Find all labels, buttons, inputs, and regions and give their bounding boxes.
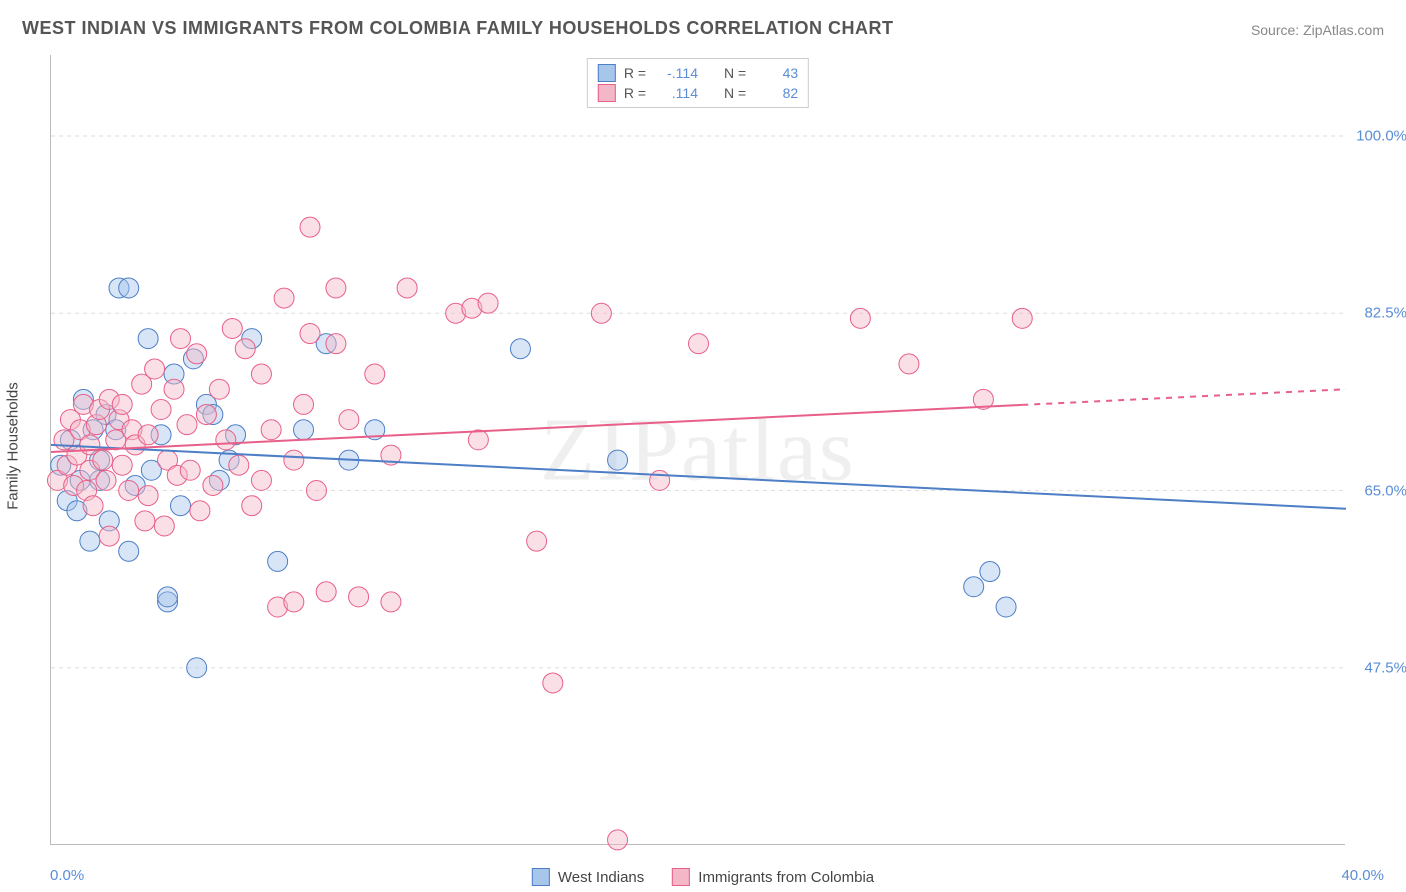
scatter-point <box>996 597 1016 617</box>
plot-area: ZIPatlas R =-.114N =43R =.114N =82 47.5%… <box>50 55 1345 845</box>
scatter-point <box>222 318 242 338</box>
scatter-point <box>300 217 320 237</box>
x-axis-min-label: 0.0% <box>50 867 84 884</box>
scatter-point <box>543 673 563 693</box>
scatter-point <box>306 481 326 501</box>
scatter-point <box>83 496 103 516</box>
scatter-point <box>261 420 281 440</box>
scatter-point <box>326 278 346 298</box>
scatter-point <box>608 830 628 850</box>
y-tick-label: 82.5% <box>1347 305 1406 322</box>
scatter-point <box>349 587 369 607</box>
scatter-point <box>138 425 158 445</box>
scatter-point <box>365 364 385 384</box>
scatter-point <box>93 450 113 470</box>
scatter-point <box>177 415 197 435</box>
scatter-point <box>397 278 417 298</box>
source-attribution: Source: ZipAtlas.com <box>1251 22 1384 38</box>
scatter-point <box>316 582 336 602</box>
scatter-point <box>300 324 320 344</box>
scatter-point <box>468 430 488 450</box>
scatter-point <box>187 344 207 364</box>
scatter-point <box>268 551 288 571</box>
scatter-point <box>899 354 919 374</box>
scatter-point <box>326 334 346 354</box>
scatter-point <box>154 516 174 536</box>
scatter-point <box>284 592 304 612</box>
scatter-point <box>284 450 304 470</box>
scatter-point <box>527 531 547 551</box>
scatter-point <box>80 531 100 551</box>
scatter-point <box>203 475 223 495</box>
scatter-point <box>190 501 210 521</box>
y-tick-label: 47.5% <box>1347 659 1406 676</box>
chart-title: WEST INDIAN VS IMMIGRANTS FROM COLOMBIA … <box>22 18 894 39</box>
legend-bottom-item: Immigrants from Colombia <box>672 868 874 886</box>
y-tick-label: 65.0% <box>1347 482 1406 499</box>
scatter-point <box>242 496 262 516</box>
scatter-point <box>980 562 1000 582</box>
scatter-point <box>145 359 165 379</box>
scatter-point <box>99 526 119 546</box>
scatter-point <box>850 308 870 328</box>
scatter-point <box>119 278 139 298</box>
scatter-point <box>119 541 139 561</box>
scatter-point <box>689 334 709 354</box>
scatter-point <box>964 577 984 597</box>
scatter-point <box>138 486 158 506</box>
legend-swatch <box>672 868 690 886</box>
scatter-point <box>381 592 401 612</box>
legend-swatch <box>532 868 550 886</box>
x-axis-max-label: 40.0% <box>1341 867 1384 884</box>
scatter-point <box>294 420 314 440</box>
scatter-point <box>478 293 498 313</box>
scatter-point <box>274 288 294 308</box>
scatter-point <box>171 329 191 349</box>
y-axis-label: Family Households <box>5 382 22 510</box>
scatter-point <box>209 379 229 399</box>
y-tick-label: 100.0% <box>1347 128 1406 145</box>
scatter-point <box>1012 308 1032 328</box>
scatter-point <box>180 460 200 480</box>
scatter-point <box>235 339 255 359</box>
chart-svg <box>51 55 1345 844</box>
legend-series-name: West Indians <box>558 869 644 886</box>
scatter-point <box>112 455 132 475</box>
scatter-point <box>251 470 271 490</box>
scatter-point <box>187 658 207 678</box>
scatter-point <box>196 405 216 425</box>
scatter-point <box>112 394 132 414</box>
trend-line-dashed <box>1022 389 1346 405</box>
scatter-point <box>138 329 158 349</box>
scatter-point <box>591 303 611 323</box>
scatter-point <box>608 450 628 470</box>
scatter-point <box>164 379 184 399</box>
scatter-point <box>229 455 249 475</box>
scatter-point <box>510 339 530 359</box>
scatter-point <box>151 399 171 419</box>
legend-bottom: West Indians Immigrants from Colombia <box>532 868 874 886</box>
legend-series-name: Immigrants from Colombia <box>698 869 874 886</box>
scatter-point <box>294 394 314 414</box>
scatter-point <box>158 587 178 607</box>
legend-bottom-item: West Indians <box>532 868 644 886</box>
scatter-point <box>216 430 236 450</box>
scatter-point <box>339 410 359 430</box>
scatter-point <box>119 481 139 501</box>
scatter-point <box>171 496 191 516</box>
scatter-point <box>96 470 116 490</box>
scatter-point <box>135 511 155 531</box>
scatter-point <box>650 470 670 490</box>
scatter-point <box>251 364 271 384</box>
